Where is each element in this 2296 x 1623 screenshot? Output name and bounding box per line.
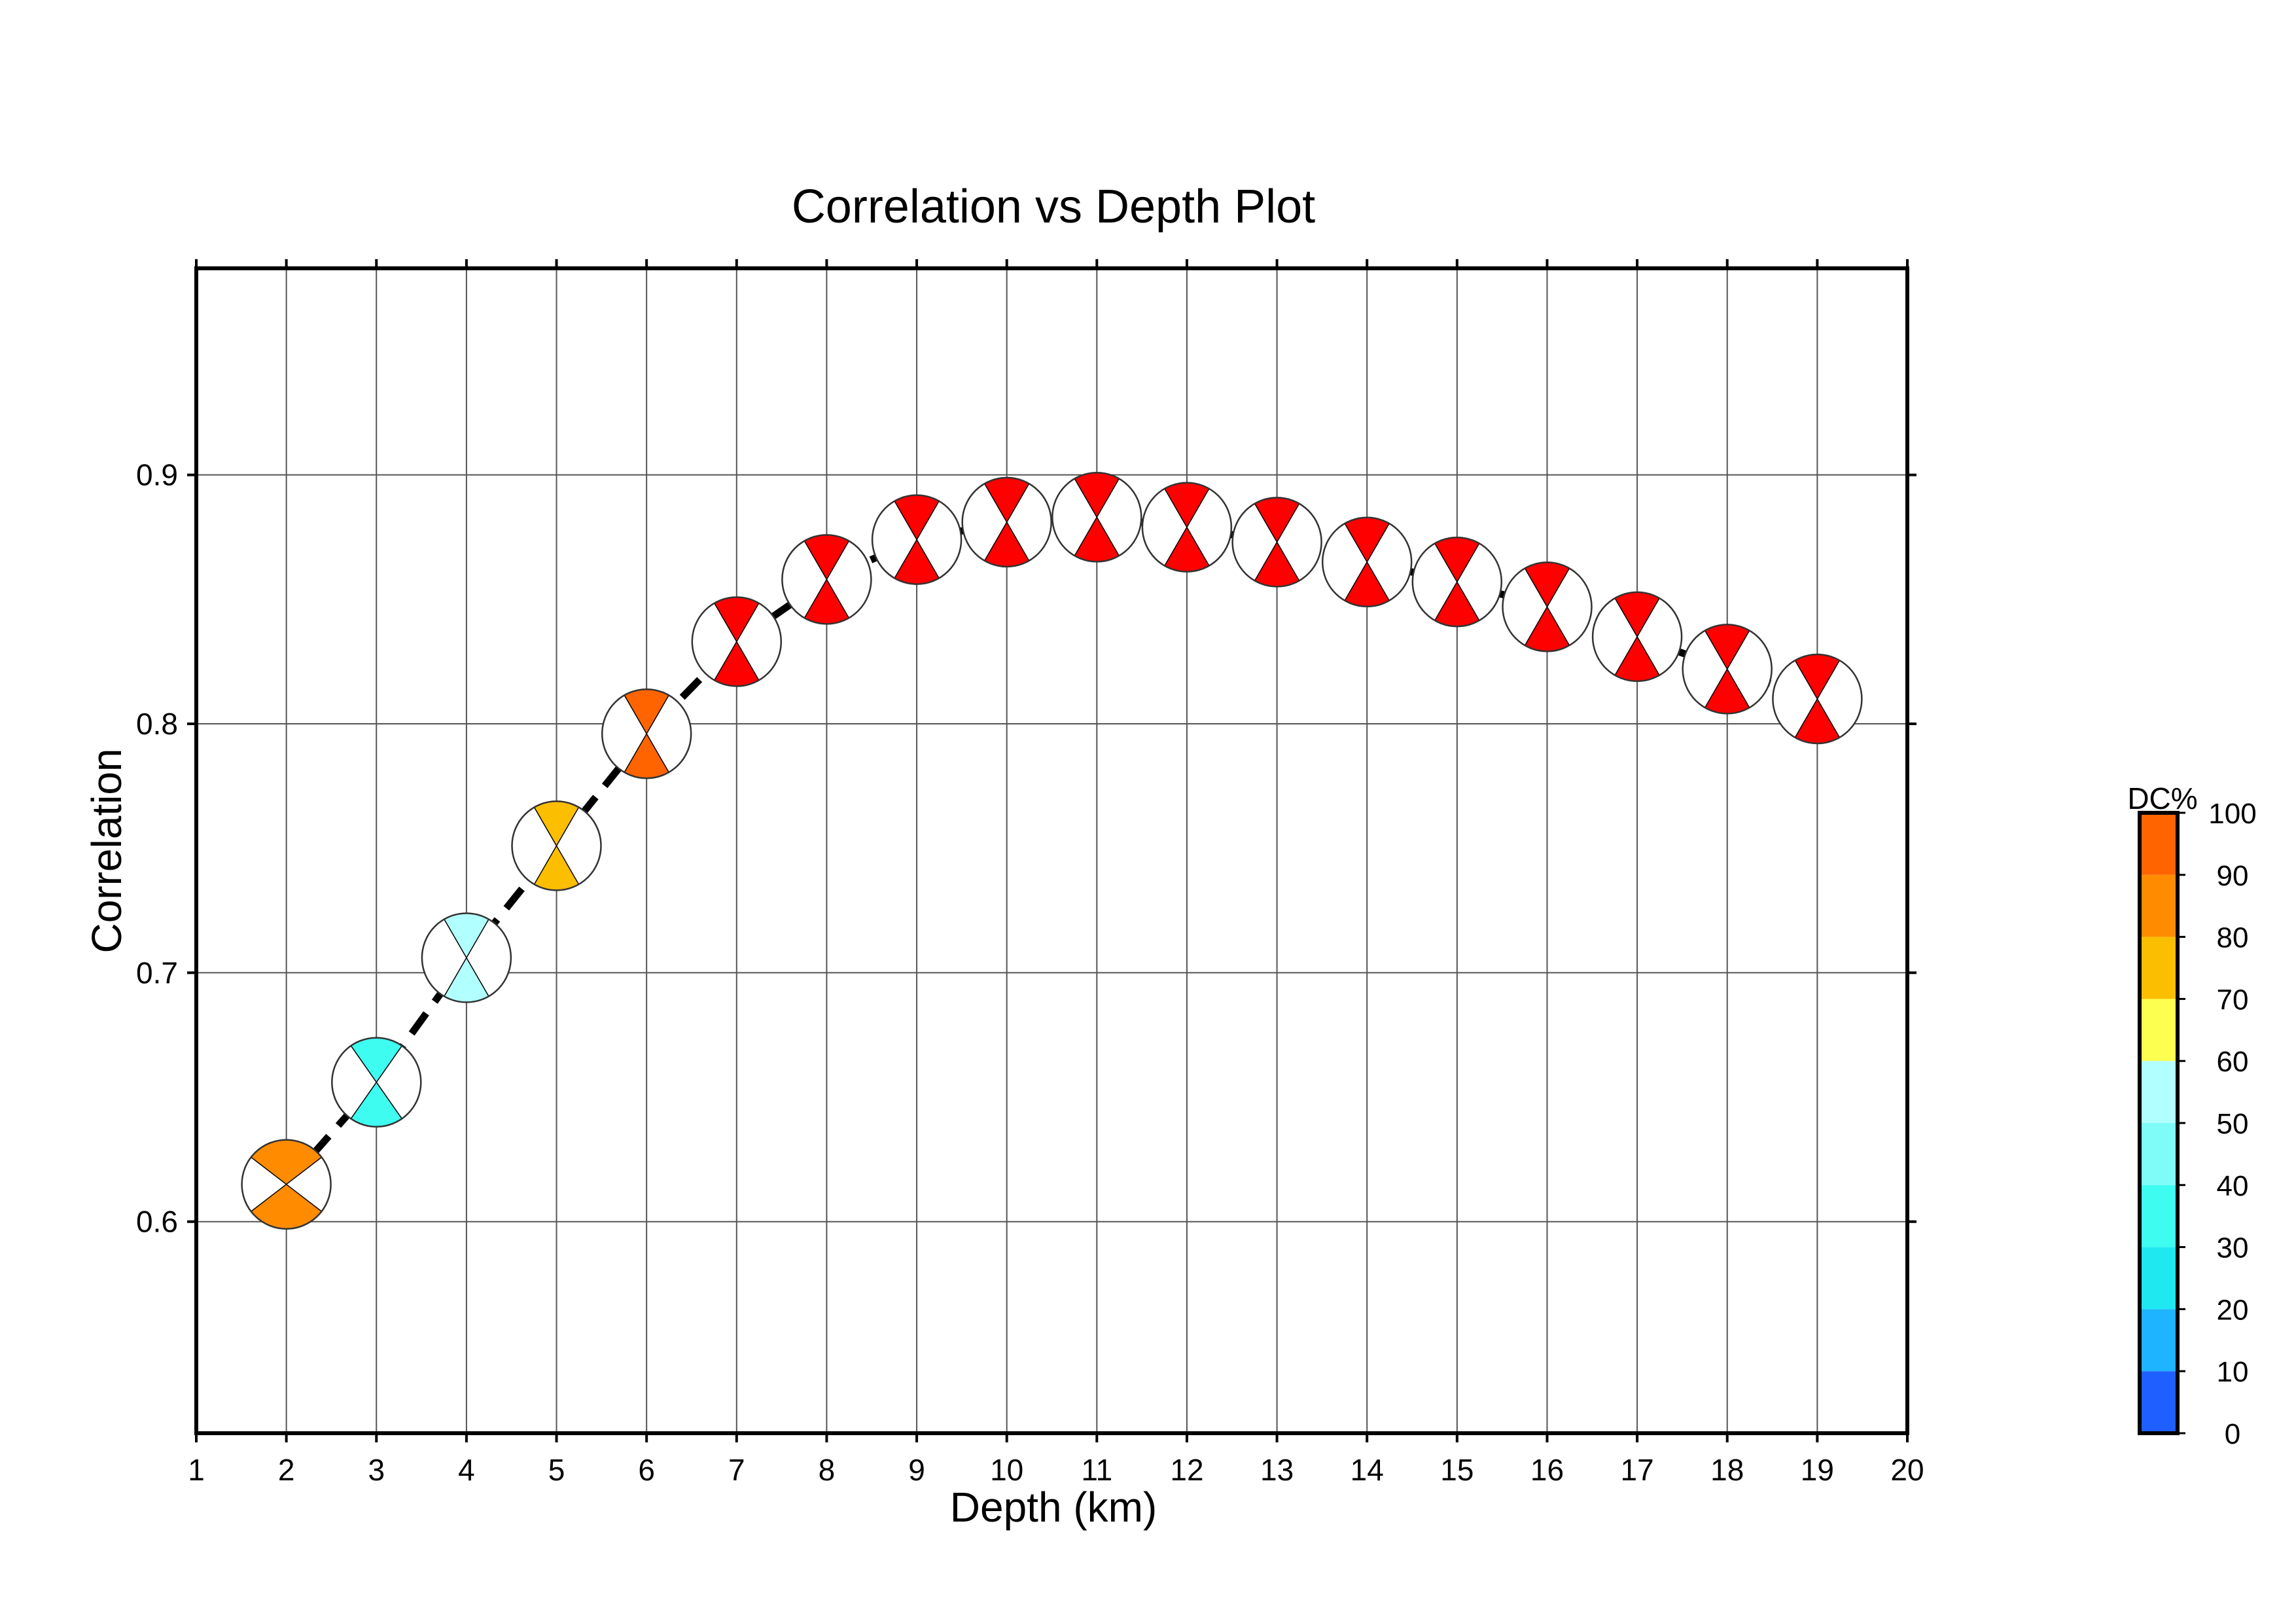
x-tick-label: 4	[458, 1453, 475, 1487]
x-tick-label: 20	[1890, 1453, 1924, 1487]
beachball	[1682, 624, 1773, 715]
beachball	[1231, 497, 1322, 588]
colorbar-tick-label: 60	[2217, 1046, 2249, 1078]
colorbar-tick-label: 30	[2217, 1232, 2249, 1264]
colorbar-segment	[2140, 813, 2178, 875]
beachball-outline	[781, 534, 872, 625]
colorbar-segment	[2140, 1309, 2178, 1372]
colorbar-segment	[2140, 999, 2178, 1061]
beachball	[781, 534, 872, 625]
beachball-outline	[601, 688, 692, 779]
beachball-outline	[241, 1139, 332, 1230]
beachball	[241, 1139, 332, 1230]
beachball-outline	[1772, 653, 1863, 745]
colorbar-tick-label: 40	[2217, 1170, 2249, 1202]
grid	[196, 268, 1908, 1433]
colorbar-segment	[2140, 874, 2178, 937]
x-tick-label: 5	[548, 1453, 565, 1487]
beachball	[871, 494, 963, 585]
beachball-outline	[1051, 472, 1142, 563]
beachball	[691, 596, 783, 687]
x-tick-label: 7	[728, 1453, 745, 1487]
x-tick-label: 9	[908, 1453, 925, 1487]
beachball-outline	[1502, 562, 1593, 652]
beachball	[1591, 591, 1683, 683]
beachball-outline	[511, 800, 602, 891]
colorbar-title: DC%	[2127, 781, 2197, 815]
colorbar-tick-label: 70	[2217, 984, 2249, 1016]
beachball	[1051, 472, 1142, 563]
plot-frame	[194, 266, 1909, 1435]
beachball-outline	[331, 1037, 422, 1128]
beachball	[1411, 536, 1503, 628]
chart-title: Correlation vs Depth Plot	[792, 181, 1315, 233]
beachball	[1502, 562, 1593, 652]
x-tick-label: 17	[1621, 1453, 1654, 1487]
beachball-outline	[871, 494, 963, 585]
beachball-outline	[691, 596, 783, 687]
y-tick-label: 0.7	[136, 955, 178, 990]
x-tick-label: 14	[1351, 1453, 1384, 1487]
x-tick-label: 6	[638, 1453, 655, 1487]
y-axis-label: Correlation	[83, 748, 130, 953]
beachball-outline	[1411, 536, 1503, 628]
beachball	[511, 800, 602, 891]
beachball-outline	[421, 912, 512, 1003]
colorbar-tick-label: 90	[2217, 860, 2249, 892]
x-axis-label: Depth (km)	[950, 1484, 1157, 1531]
x-tick-label: 10	[990, 1453, 1023, 1487]
x-tick-label: 15	[1440, 1453, 1474, 1487]
colorbar-tick-label: 0	[2225, 1418, 2240, 1450]
colorbar-tick-label: 10	[2217, 1356, 2249, 1388]
axis-ticks: 1 2 3 4 5 6 7 8 9 10 11 12 13 14 15 16 17 18 19 200.60.70.8…	[136, 259, 1924, 1487]
x-tick-label: 3	[368, 1453, 385, 1487]
beachball-markers	[241, 472, 1863, 1230]
x-tick-label: 12	[1170, 1453, 1203, 1487]
beachball-outline	[1231, 497, 1322, 588]
colorbar-segment	[2140, 1123, 2178, 1185]
beachball-outline	[961, 476, 1052, 568]
beachball	[331, 1037, 422, 1128]
y-tick-label: 0.6	[136, 1205, 178, 1239]
colorbar-segment	[2140, 936, 2178, 999]
colorbar-segment	[2140, 1061, 2178, 1123]
x-tick-label: 11	[1081, 1453, 1112, 1487]
beachball	[421, 912, 512, 1003]
colorbar-tick-label: 80	[2217, 922, 2249, 954]
x-tick-label: 18	[1710, 1453, 1744, 1487]
colorbar: 0 10 20 30 40 50 60 70 80 90 100	[2138, 798, 2257, 1450]
beachball-outline	[1682, 624, 1773, 715]
beachball	[1321, 516, 1413, 608]
beachball	[1141, 482, 1233, 573]
x-tick-label: 1	[188, 1453, 205, 1487]
colorbar-tick-label: 20	[2217, 1294, 2249, 1326]
beachball	[1772, 653, 1863, 745]
y-tick-label: 0.8	[136, 707, 178, 741]
beachball-outline	[1591, 591, 1683, 683]
colorbar-segment	[2140, 1185, 2178, 1247]
colorbar-tick-label: 100	[2208, 798, 2256, 830]
colorbar-segment	[2140, 1247, 2178, 1310]
beachball	[961, 476, 1052, 568]
y-tick-label: 0.9	[136, 458, 178, 492]
colorbar-tick-label: 50	[2217, 1108, 2249, 1140]
x-tick-label: 19	[1801, 1453, 1834, 1487]
x-tick-label: 13	[1260, 1453, 1294, 1487]
x-tick-label: 2	[278, 1453, 295, 1487]
beachball-outline	[1141, 482, 1233, 573]
x-tick-label: 16	[1530, 1453, 1564, 1487]
beachball-outline	[1321, 516, 1413, 608]
colorbar-segment	[2140, 1371, 2178, 1433]
beachball	[601, 688, 692, 779]
x-tick-label: 8	[819, 1453, 836, 1487]
